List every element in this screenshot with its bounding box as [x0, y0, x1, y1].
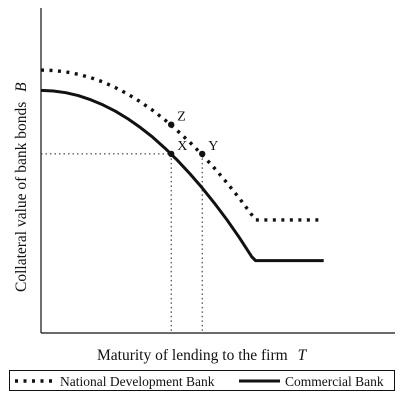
point-marker-x: [168, 150, 175, 158]
series-line-national-development-bank: [40, 68, 324, 222]
series-line-commercial-bank: [40, 88, 324, 263]
legend: National Development Bank Commercial Ban…: [9, 370, 395, 391]
point-marker-z: [168, 121, 175, 128]
legend-border: [9, 370, 395, 391]
legend-item-national-development-bank: National Development Bank: [15, 374, 215, 389]
legend-item-commercial-bank: Commercial Bank: [239, 374, 384, 389]
x-axis-label: Maturity of lending to the firm T: [97, 347, 308, 364]
point-label-x: X: [177, 139, 187, 154]
point-marker-y: [199, 150, 206, 158]
guide-lines: [41, 153, 203, 333]
legend-label-commercial-bank: Commercial Bank: [285, 374, 384, 389]
series-group: [40, 68, 324, 263]
point-markers: ZX Y: [168, 110, 218, 158]
legend-label-national-development-bank: National Development Bank: [60, 374, 215, 389]
y-axis-label: Collateral value of bank bonds B: [13, 82, 30, 292]
point-label-z: Z: [177, 110, 186, 125]
axes: [40, 8, 395, 334]
point-label-y: Y: [208, 139, 218, 154]
